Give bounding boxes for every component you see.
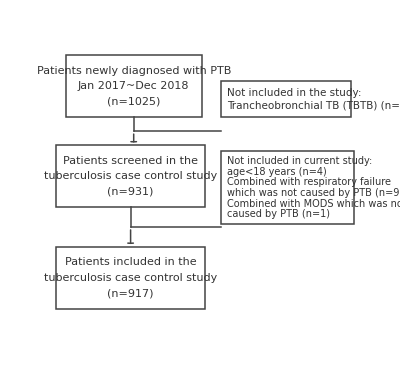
Text: Patients newly diagnosed with PTB: Patients newly diagnosed with PTB [36, 66, 231, 76]
Text: which was not caused by PTB (n=9): which was not caused by PTB (n=9) [227, 188, 400, 198]
Text: (n=931): (n=931) [108, 187, 154, 197]
Text: (n=917): (n=917) [107, 288, 154, 298]
Bar [56, 247, 205, 309]
Text: Not included in current study:: Not included in current study: [227, 156, 372, 166]
Text: caused by PTB (n=1): caused by PTB (n=1) [227, 209, 330, 220]
Text: tuberculosis case control study: tuberculosis case control study [44, 171, 217, 182]
Text: Patients included in the: Patients included in the [65, 257, 196, 267]
Text: Trancheobronchial TB (TBTB) (n=94): Trancheobronchial TB (TBTB) (n=94) [227, 100, 400, 110]
Text: Not included in the study:: Not included in the study: [227, 87, 361, 97]
Text: tuberculosis case control study: tuberculosis case control study [44, 273, 217, 283]
Text: Patients screened in the: Patients screened in the [63, 156, 198, 166]
Text: Combined with respiratory failure: Combined with respiratory failure [227, 177, 391, 187]
Bar [220, 151, 354, 224]
Bar [56, 145, 205, 208]
Bar [220, 81, 351, 117]
Text: Combined with MODS which was not: Combined with MODS which was not [227, 199, 400, 209]
Text: (n=1025): (n=1025) [107, 97, 160, 107]
Text: age<18 years (n=4): age<18 years (n=4) [227, 167, 326, 176]
Text: Jan 2017~Dec 2018: Jan 2017~Dec 2018 [78, 81, 190, 91]
Bar [66, 55, 202, 117]
